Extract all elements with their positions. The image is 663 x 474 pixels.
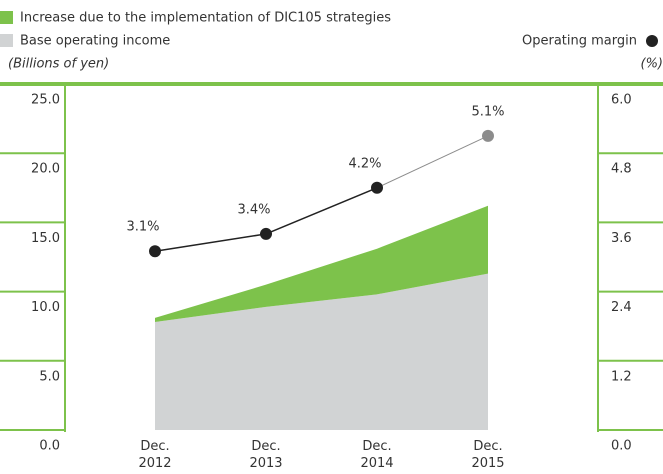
data-label: 4.2% (348, 156, 381, 171)
y2-tick-label: 4.8 (611, 162, 632, 177)
y-tick-label: 5.0 (39, 369, 60, 384)
legend-swatch (0, 34, 13, 47)
y2-tick-label: 2.4 (611, 300, 632, 315)
y-tick-label: 15.0 (31, 231, 60, 246)
margin-segment (376, 135, 489, 189)
y2-tick-label: 0.0 (611, 439, 632, 454)
area (155, 205, 488, 323)
data-label: 5.1% (471, 104, 504, 119)
legend-swatch (0, 11, 13, 24)
x-tick-label: Dec. 2015 (471, 439, 505, 471)
area (155, 273, 488, 430)
margin-point (149, 245, 161, 258)
y-tick-label: 10.0 (31, 300, 60, 315)
y2-tick-label: 3.6 (611, 231, 632, 246)
x-tick-label: Dec. 2013 (249, 439, 283, 471)
y-tick-label: 20.0 (31, 162, 60, 177)
data-label: 3.1% (126, 220, 159, 235)
legend-label: Increase due to the implementation of DI… (20, 11, 391, 26)
legend-label: Base operating income (20, 34, 170, 49)
y-tick-label: 25.0 (31, 93, 60, 108)
y-tick-label: 0.0 (39, 439, 60, 454)
y2-axis-label: (%) (641, 57, 663, 72)
margin-point (371, 181, 383, 194)
margin-point (260, 227, 272, 240)
y2-tick-label: 6.0 (611, 93, 632, 108)
y2-tick-label: 1.2 (611, 369, 632, 384)
x-tick-label: Dec. 2014 (360, 439, 394, 471)
legend-marker (646, 35, 658, 47)
y-axis-label: (Billions of yen) (8, 57, 109, 72)
x-tick-label: Dec. 2012 (138, 439, 172, 471)
legend-label: Operating margin (522, 34, 637, 49)
margin-point (482, 129, 494, 142)
margin-segment (154, 233, 267, 252)
data-label: 3.4% (237, 202, 270, 217)
margin-segment (265, 187, 378, 235)
